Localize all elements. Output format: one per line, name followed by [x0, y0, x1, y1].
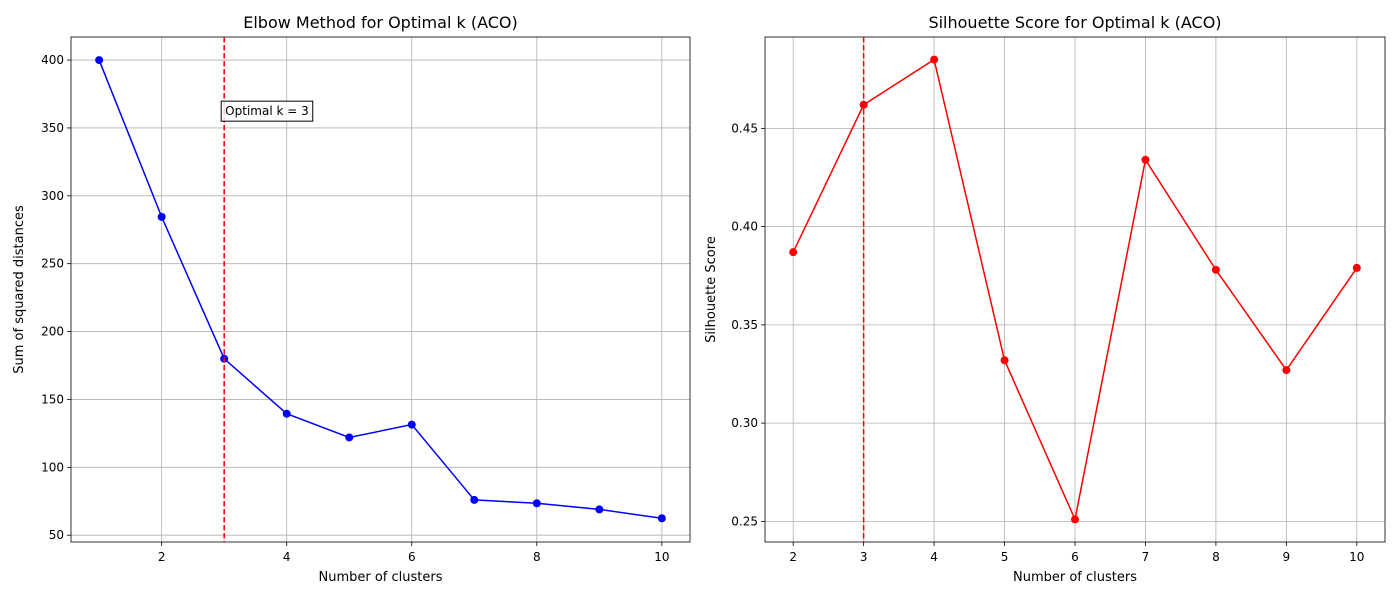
silhouette-x-tick-label: 3	[860, 550, 868, 564]
silhouette-data-point	[930, 55, 939, 64]
elbow-chart: 2 4 6 8 10 50 100 150 200 250 300 350 400 Elbow Meth…	[12, 13, 691, 585]
elbow-x-tick-label: 4	[283, 550, 291, 564]
silhouette-data-point	[1000, 356, 1009, 365]
silhouette-x-tick-label: 2	[789, 550, 797, 564]
silhouette-data-point	[1352, 263, 1361, 272]
elbow-y-axis-label: Sum of squared distances	[12, 205, 27, 374]
elbow-y-tick-label: 100	[41, 460, 64, 474]
silhouette-y-axis-label: Silhouette Score	[704, 236, 719, 343]
elbow-data-point	[532, 499, 541, 508]
silhouette-x-tick-label: 10	[1349, 550, 1364, 564]
elbow-y-tick-label: 350	[41, 121, 64, 135]
silhouette-x-tick-label: 9	[1283, 550, 1291, 564]
silhouette-y-tick-label: 0.30	[731, 416, 758, 430]
silhouette-x-tick-label: 5	[1001, 550, 1009, 564]
silhouette-data-point	[1141, 155, 1150, 164]
optimal-k-annotation: Optimal k = 3	[220, 100, 314, 122]
elbow-x-tick-label: 2	[158, 550, 166, 564]
silhouette-x-tick-label: 7	[1142, 550, 1150, 564]
elbow-y-tick-label: 400	[41, 53, 64, 67]
elbow-y-tick-label: 150	[41, 392, 64, 406]
elbow-data-point	[95, 56, 104, 65]
elbow-y-tick-label: 250	[41, 257, 64, 271]
silhouette-x-tick-label: 4	[930, 550, 938, 564]
silhouette-x-tick-label: 6	[1071, 550, 1079, 564]
silhouette-data-point	[789, 248, 798, 257]
silhouette-x-tick-label: 8	[1212, 550, 1220, 564]
elbow-chart-title: Elbow Method for Optimal k (ACO)	[243, 13, 518, 32]
silhouette-y-tick-label: 0.40	[731, 220, 758, 234]
elbow-data-point	[157, 212, 166, 221]
elbow-data-point	[345, 433, 354, 442]
silhouette-x-axis-label: Number of clusters	[1013, 570, 1137, 585]
silhouette-y-tick-label: 0.45	[731, 121, 758, 135]
silhouette-y-tick-label: 0.35	[731, 318, 758, 332]
annotation-box	[220, 100, 314, 122]
silhouette-data-point	[1211, 265, 1220, 274]
elbow-data-point	[470, 495, 479, 504]
silhouette-chart: 2 3 4 5 6 7 8 9 10 0.25 0.30 0.35 0.40 0.45 Silhouett…	[704, 13, 1386, 585]
elbow-x-axis-label: Number of clusters	[318, 570, 442, 585]
elbow-x-tick-label: 10	[654, 550, 669, 564]
elbow-y-tick-label: 200	[41, 325, 64, 339]
silhouette-data-point	[1071, 515, 1079, 524]
elbow-data-point	[407, 420, 416, 429]
silhouette-y-tick-label: 0.25	[731, 514, 758, 528]
elbow-x-tick-label: 6	[408, 550, 416, 564]
silhouette-chart-title: Silhouette Score for Optimal k (ACO)	[928, 13, 1221, 32]
elbow-series-line	[98, 59, 662, 519]
elbow-y-tick-label: 300	[41, 189, 64, 203]
elbow-data-point	[595, 505, 604, 514]
elbow-data-point	[282, 409, 291, 418]
elbow-y-tick-label: 50	[49, 528, 64, 542]
silhouette-data-point	[1282, 366, 1291, 375]
elbow-plot-frame	[70, 36, 691, 543]
annotation-text: Optimal k = 3	[225, 104, 309, 118]
elbow-data-point	[657, 514, 666, 523]
elbow-x-tick-label: 8	[533, 550, 541, 564]
